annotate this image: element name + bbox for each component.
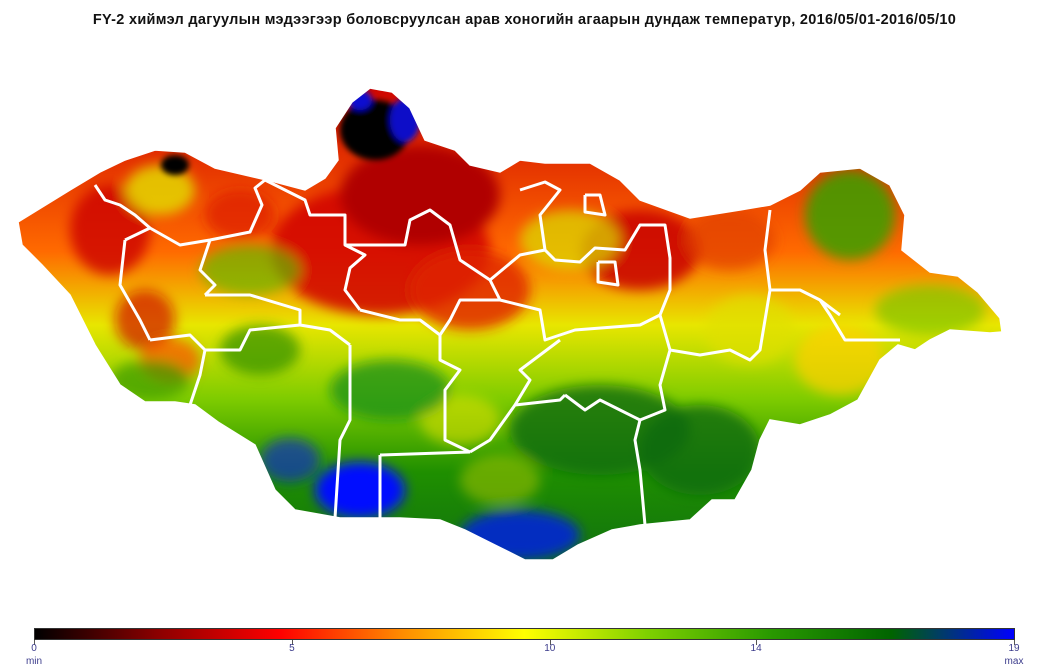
scale-tick-label: 5 bbox=[289, 643, 295, 654]
scale-max-label: max bbox=[1004, 656, 1024, 667]
scale-min-label: min bbox=[25, 656, 43, 667]
scale-tick bbox=[756, 640, 758, 645]
map-title: FY-2 хиймэл дагуулын мэдээгээр боловсруу… bbox=[92, 12, 957, 28]
scale-tick-label: 10 bbox=[544, 643, 556, 654]
color-scale-bar bbox=[34, 628, 1015, 640]
scale-tick bbox=[549, 640, 551, 645]
scale-tick-label: 14 bbox=[750, 643, 762, 654]
map-raster bbox=[18, 88, 1002, 560]
scale-tick bbox=[1014, 640, 1015, 645]
scale-tick bbox=[34, 640, 35, 645]
province-boundaries bbox=[93, 178, 900, 526]
scale-tick-label: 0 bbox=[31, 643, 37, 654]
scale-tick bbox=[291, 640, 293, 645]
scale-tick-label: 19 bbox=[1008, 643, 1020, 654]
